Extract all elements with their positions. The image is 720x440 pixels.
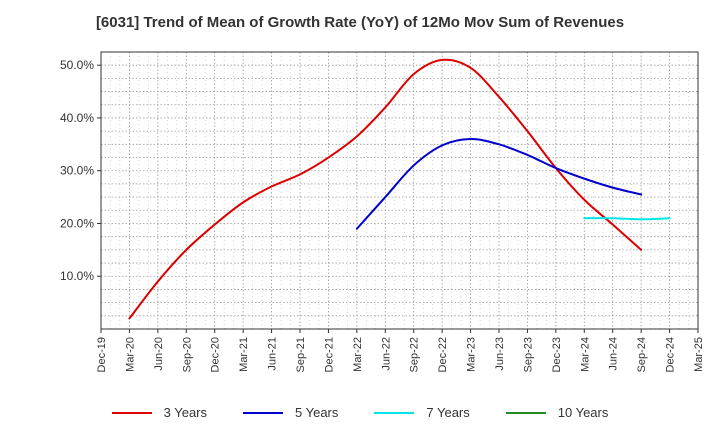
legend-item-3-years: 3 Years: [111, 405, 207, 420]
legend-item-10-years: 10 Years: [505, 405, 609, 420]
legend-swatch: [505, 411, 546, 414]
series-lines: [128, 58, 671, 320]
y-tick-label: 30.0%: [60, 164, 94, 178]
x-tick-label: Sep-21: [295, 337, 307, 372]
axis-ticks: Dec-19 Mar-20 Jun-20 Sep-20 Dec-20 Mar-21 Jun-…: [60, 58, 705, 372]
x-tick-label: Mar-23: [466, 337, 478, 372]
legend-item-7-years: 7 Years: [374, 405, 470, 420]
plot-border: [100, 51, 699, 330]
x-tick-label: Jun-22: [380, 337, 392, 371]
chart-title: [6031] Trend of Mean of Growth Rate (YoY…: [95, 14, 625, 31]
legend-swatch: [243, 411, 283, 414]
x-tick-label: Mar-22: [352, 337, 364, 372]
x-tick-label: Mar-24: [579, 337, 591, 372]
y-tick-label: 20.0%: [60, 216, 94, 230]
grid-lines: [101, 52, 698, 329]
x-tick-label: Mar-25: [693, 337, 705, 372]
x-tick-label: Sep-24: [636, 337, 648, 372]
x-tick-label: Dec-23: [551, 337, 563, 372]
x-tick-label: Sep-23: [522, 337, 534, 372]
x-tick-label: Jun-20: [153, 337, 165, 371]
legend-swatch: [374, 411, 415, 414]
legend-label: 10 Years: [557, 405, 609, 420]
legend-label: 7 Years: [426, 405, 470, 420]
x-tick-label: Jun-23: [494, 337, 506, 371]
y-tick-label: 40.0%: [60, 111, 94, 125]
series-line-5-years: [355, 138, 643, 230]
series-line-7-years: [583, 217, 671, 221]
legend-swatch: [111, 411, 152, 414]
x-tick-label: Dec-24: [665, 337, 677, 372]
x-tick-label: Dec-19: [96, 337, 108, 372]
x-tick-label: Dec-22: [437, 337, 449, 372]
y-tick-label: 50.0%: [60, 58, 94, 72]
x-tick-label: Sep-22: [409, 337, 421, 372]
plot-background: [101, 52, 698, 329]
y-tick-label: 10.0%: [60, 269, 94, 283]
x-tick-label: Sep-20: [181, 337, 193, 372]
legend-label: 5 Years: [295, 405, 339, 420]
x-tick-label: Mar-21: [238, 337, 250, 372]
x-tick-label: Jun-24: [608, 337, 620, 371]
x-tick-label: Jun-21: [267, 337, 279, 371]
x-tick-label: Dec-21: [323, 337, 335, 372]
legend-item-5-years: 5 Years: [243, 405, 338, 420]
legend: 3 Years 5 Years 7 Years 10 Years: [0, 405, 720, 420]
x-tick-label: Mar-20: [124, 337, 136, 372]
x-tick-label: Dec-20: [210, 337, 222, 372]
legend-label: 3 Years: [163, 405, 207, 420]
